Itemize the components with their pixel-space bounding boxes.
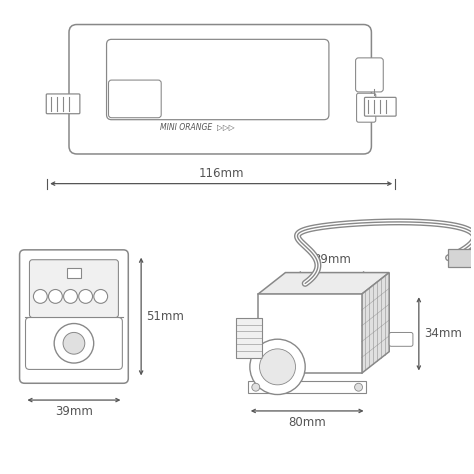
Bar bbox=[67, 268, 81, 277]
FancyBboxPatch shape bbox=[46, 94, 80, 114]
FancyBboxPatch shape bbox=[389, 332, 413, 346]
FancyBboxPatch shape bbox=[19, 250, 128, 383]
Circle shape bbox=[94, 290, 108, 303]
FancyBboxPatch shape bbox=[107, 39, 329, 120]
Circle shape bbox=[33, 290, 47, 303]
Circle shape bbox=[79, 290, 92, 303]
Text: 39mm: 39mm bbox=[313, 253, 351, 266]
Circle shape bbox=[250, 339, 305, 394]
Polygon shape bbox=[258, 273, 389, 294]
Text: MINI ORANGE  ▷▷▷: MINI ORANGE ▷▷▷ bbox=[160, 122, 235, 131]
Text: 51mm: 51mm bbox=[146, 310, 184, 323]
Text: 34mm: 34mm bbox=[424, 328, 462, 340]
FancyBboxPatch shape bbox=[356, 58, 383, 92]
Bar bbox=[236, 318, 262, 357]
Circle shape bbox=[63, 332, 85, 354]
Circle shape bbox=[64, 290, 77, 303]
Text: 116mm: 116mm bbox=[199, 167, 244, 180]
Bar bbox=[248, 381, 366, 393]
FancyBboxPatch shape bbox=[356, 93, 376, 122]
Circle shape bbox=[355, 383, 363, 391]
Circle shape bbox=[54, 324, 94, 363]
FancyBboxPatch shape bbox=[69, 25, 372, 154]
Circle shape bbox=[252, 383, 260, 391]
Circle shape bbox=[48, 290, 63, 303]
Bar bbox=[448, 249, 474, 267]
Text: 80mm: 80mm bbox=[288, 416, 326, 429]
Polygon shape bbox=[258, 294, 362, 374]
Polygon shape bbox=[362, 273, 389, 374]
FancyBboxPatch shape bbox=[26, 318, 122, 369]
FancyBboxPatch shape bbox=[365, 97, 396, 116]
Circle shape bbox=[260, 349, 295, 385]
FancyBboxPatch shape bbox=[109, 80, 161, 118]
FancyBboxPatch shape bbox=[29, 260, 118, 318]
Text: 39mm: 39mm bbox=[55, 405, 93, 419]
